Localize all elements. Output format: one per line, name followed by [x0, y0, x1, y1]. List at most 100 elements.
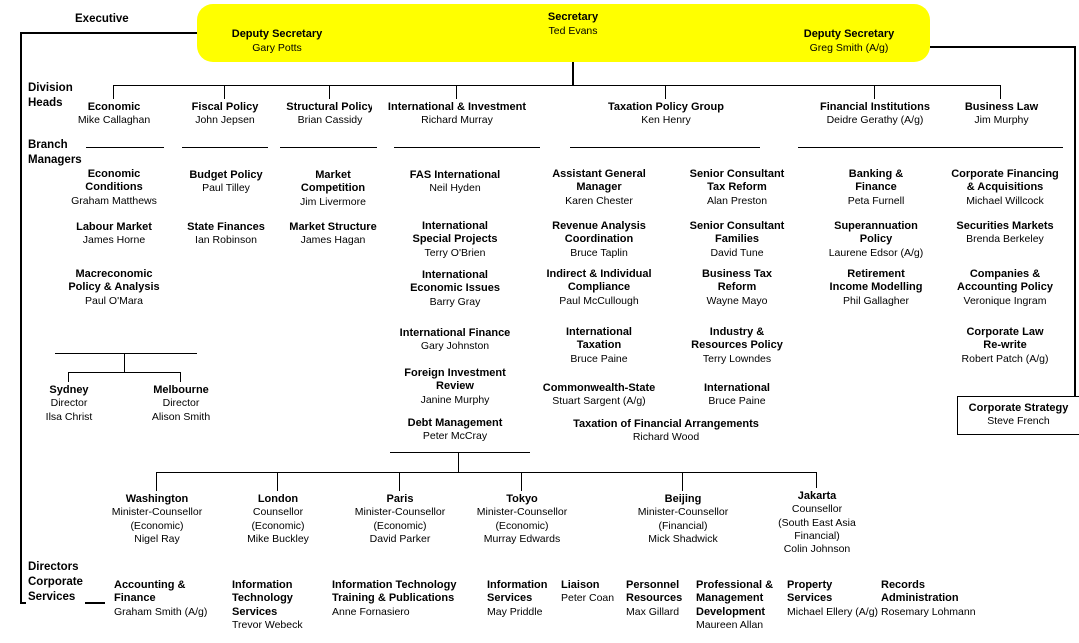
post-paris-title: Paris	[386, 493, 414, 505]
br-corporate-financing-acquisitions: Corporate Financing & Acquisitions Michae…	[936, 166, 1074, 210]
line-separator-international	[394, 147, 540, 148]
div-structural-policy-line-1: Brian Cassidy	[297, 114, 363, 127]
br-senior-consultant-tax-reform-line-1: Alan Preston	[706, 194, 768, 207]
line-stub-london	[277, 472, 278, 491]
br-securities-markets-title: Securities Markets	[956, 220, 1054, 232]
br-securities-markets-line-1: Brenda Berkeley	[966, 233, 1044, 246]
br-international-special-projects: International Special Projects Terry O'Br…	[390, 218, 520, 262]
line-right-spine	[1074, 46, 1076, 397]
secretary-box: Secretary Ted Evans	[483, 11, 663, 38]
secretary-title: Secretary	[547, 11, 599, 23]
br-commonwealth-state-line-1: Stuart Sargent (A/g)	[552, 395, 646, 408]
line-executive-connector	[20, 32, 198, 34]
post-beijing-title: Beijing	[664, 493, 702, 505]
br-senior-consultant-tax-reform: Senior Consultant Tax Reform Alan Preston	[674, 166, 800, 210]
br-senior-consultant-families-line-1: David Tune	[710, 246, 764, 259]
post-london-line-2: (Economic)	[251, 519, 305, 532]
post-tokyo: Tokyo Minister-Counsellor (Economic) Murray…	[466, 491, 578, 548]
line-stub-jakarta	[816, 472, 817, 488]
br-taxation-financial-arrangements-line-1: Richard Wood	[632, 431, 700, 444]
line-separator-business-law	[945, 147, 1063, 148]
line-division-stub-business-law	[1000, 85, 1001, 100]
br-superannuation-policy-line-1: Laurene Edsor (A/g)	[828, 246, 924, 259]
br-budget-policy-line-1: Paul Tilley	[202, 182, 250, 195]
cs-information-services: Information Services May Priddle	[486, 577, 564, 621]
br-commonwealth-state-title: Commonwealth-State	[542, 382, 656, 394]
br-fas-international: FAS International Neil Hyden	[388, 167, 522, 198]
br-corporate-law-rewrite-line-1: Robert Patch (A/g)	[961, 352, 1049, 365]
br-senior-consultant-families: Senior Consultant Families David Tune	[674, 218, 800, 262]
br-retirement-income-modelling-line-1: Phil Gallagher	[843, 294, 909, 307]
division-heads-label: Division Heads	[26, 81, 75, 111]
br-international-finance-title: International Finance	[399, 327, 511, 339]
cs-records-administration-title: Records Administration	[881, 579, 959, 605]
br-economic-conditions: Economic Conditions Graham Matthews	[54, 166, 174, 210]
div-economic-title: Economic	[87, 101, 141, 113]
line-stub-melbourne	[180, 372, 181, 383]
cs-property-services-line-1: Michael Ellery (A/g)	[787, 605, 879, 618]
box-corporate-strategy-title: Corporate Strategy	[968, 402, 1069, 414]
br-companies-accounting-policy: Companies & Accounting Policy Veronique I…	[938, 266, 1072, 310]
br-international-tax-line-1: Bruce Paine	[708, 395, 766, 408]
br-revenue-analysis-coordination: Revenue Analysis Coordination Bruce Tapli…	[536, 218, 662, 262]
br-international-tax: International Bruce Paine	[690, 380, 784, 411]
br-assistant-general-manager-line-1: Karen Chester	[565, 194, 633, 207]
br-budget-policy: Budget Policy Paul Tilley	[176, 167, 276, 198]
line-left-spine	[20, 32, 22, 604]
div-taxation-policy-group-line-1: Ken Henry	[641, 114, 691, 127]
post-london: London Counsellor (Economic) Mike Buckley	[228, 491, 328, 548]
cs-professional-management-development-title: Professional & Management Development	[696, 579, 774, 618]
branch-managers-label: Branch Managers	[26, 138, 84, 168]
cs-records-administration-line-1: Rosemary Lohmann	[881, 605, 976, 618]
br-budget-policy-title: Budget Policy	[189, 169, 263, 181]
div-taxation-policy-group-title: Taxation Policy Group	[608, 101, 724, 113]
box-corporate-strategy-line-1: Steve French	[987, 415, 1050, 428]
br-macroeconomic-policy-analysis: Macreconomic Policy & Analysis Paul O'Mar…	[54, 266, 174, 310]
div-structural-policy-title: Structural Policy	[286, 101, 374, 113]
br-revenue-analysis-coordination-line-1: Bruce Taplin	[570, 246, 628, 259]
br-international-economic-issues-title: International Economic Issues	[410, 269, 500, 295]
br-debt-management-line-1: Peter McCray	[422, 430, 488, 443]
br-labour-market-line-1: James Horne	[82, 234, 146, 247]
br-companies-accounting-policy-title: Companies & Accounting Policy	[957, 268, 1053, 294]
br-labour-market-title: Labour Market	[76, 221, 152, 233]
br-companies-accounting-policy-line-1: Veronique Ingram	[963, 294, 1047, 307]
br-foreign-investment-review-title: Foreign Investment Review	[404, 367, 506, 393]
br-retirement-income-modelling: Retirement Income Modelling Phil Gallaghe…	[806, 266, 946, 310]
cs-accounting-finance: Accounting & Finance Graham Smith (A/g)	[113, 577, 229, 621]
br-debt-management: Debt Management Peter McCray	[388, 415, 522, 446]
br-market-structure-line-1: James Hagan	[300, 234, 366, 247]
line-separator-financial	[798, 147, 950, 148]
br-taxation-financial-arrangements: Taxation of Financial Arrangements Richar…	[556, 416, 776, 447]
line-overseas-drop	[458, 452, 459, 473]
br-business-tax-reform-line-1: Wayne Mayo	[706, 294, 768, 307]
directors-corporate-services-label: Directors Corporate Services	[26, 560, 85, 605]
br-corporate-law-rewrite: Corporate Law Re-write Robert Patch (A/g)	[944, 324, 1066, 368]
cs-property-services-title: Property Services	[787, 579, 833, 605]
div-financial-institutions-title: Financial Institutions	[819, 101, 930, 113]
post-paris-line-2: (Economic)	[373, 519, 427, 532]
line-stub-paris	[399, 472, 400, 491]
br-industry-resources-policy: Industry & Resources Policy Terry Lowndes	[674, 324, 800, 368]
br-international-economic-issues-line-1: Barry Gray	[429, 295, 481, 308]
secretary-name: Ted Evans	[548, 24, 598, 37]
line-deputy-right-connector	[930, 46, 1076, 48]
br-fas-international-title: FAS International	[409, 169, 501, 181]
br-market-competition-line-1: Jim Livermore	[300, 195, 366, 208]
post-tokyo-line-3: Murray Edwards	[483, 532, 561, 545]
br-labour-market: Labour Market James Horne	[54, 219, 174, 250]
br-debt-management-title: Debt Management	[407, 417, 503, 429]
cs-professional-management-development-line-1: Maureen Allan	[696, 619, 764, 632]
br-business-tax-reform-title: Business Tax Reform	[701, 268, 773, 294]
cs-personnel-resources: Personnel Resources Max Gillard	[625, 577, 695, 621]
deputy-secretary-right-name: Greg Smith (A/g)	[809, 41, 889, 54]
post-london-line-3: Mike Buckley	[247, 532, 309, 545]
br-superannuation-policy-title: Superannuation Policy	[834, 220, 918, 246]
post-jakarta-line-3: Financial)	[794, 529, 840, 542]
line-division-stub-financial	[874, 85, 875, 100]
cs-accounting-finance-title: Accounting & Finance	[114, 579, 186, 605]
br-corporate-law-rewrite-title: Corporate Law Re-write	[966, 326, 1044, 352]
div-international-investment-line-1: Richard Murray	[421, 114, 493, 127]
div-economic-line-1: Mike Callaghan	[77, 114, 151, 127]
